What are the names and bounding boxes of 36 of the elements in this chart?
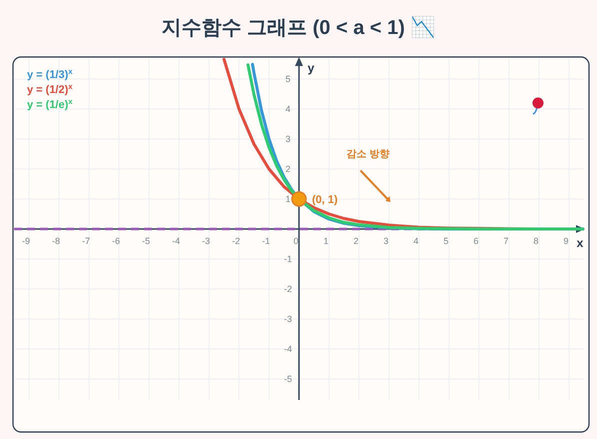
text: y = (1/e)$^{x}$ xyxy=(27,96,74,111)
y-tick-label: 4 xyxy=(285,104,291,114)
x-tick-label: -6 xyxy=(112,236,120,246)
y-axis-title: y xyxy=(308,61,315,75)
x-axis-title: x xyxy=(576,236,584,250)
x-tick-label: 7 xyxy=(503,236,509,246)
y-tick-label: 5 xyxy=(285,74,291,84)
x-tick-label: -5 xyxy=(142,236,150,246)
text: y = (1/2)$^{x}$ xyxy=(27,82,74,96)
y-tick-label: -3 xyxy=(284,314,292,324)
y-tick-label: -2 xyxy=(284,284,292,294)
x-tick-label: -3 xyxy=(202,236,210,246)
y-tick-label: -5 xyxy=(284,374,292,384)
annotation: (0, 1) xyxy=(312,194,338,206)
x-tick-label: 4 xyxy=(413,236,419,246)
y-tick-label: 3 xyxy=(285,134,291,144)
x-tick-label: 2 xyxy=(353,236,359,246)
y-tick-label: 2 xyxy=(285,164,291,174)
x-tick-label: 1 xyxy=(323,236,329,246)
x-tick-label: -7 xyxy=(82,236,90,246)
x-tick-label: 5 xyxy=(443,236,449,246)
x-tick-label: -9 xyxy=(22,236,30,246)
x-tick-label: -8 xyxy=(52,236,60,246)
x-tick-label: -4 xyxy=(172,236,180,246)
x-tick-label: 6 xyxy=(473,236,479,246)
x-tick-label: -2 xyxy=(232,236,240,246)
x-tick-label: 9 xyxy=(563,236,569,246)
text: y = (1/3)$^{x}$ xyxy=(27,66,74,81)
y-tick-label: -4 xyxy=(284,344,292,354)
x-tick-label: 3 xyxy=(383,236,389,246)
y-tick-label: -1 xyxy=(284,254,292,264)
annotation: 감소 방향 xyxy=(346,149,390,160)
y-tick-label: 1 xyxy=(285,194,291,204)
x-tick-label: -1 xyxy=(262,236,270,246)
chart-title: 지수함수 그래프 (0 < a < 1) 📉 xyxy=(162,15,436,39)
x-tick-label: 8 xyxy=(533,236,539,246)
